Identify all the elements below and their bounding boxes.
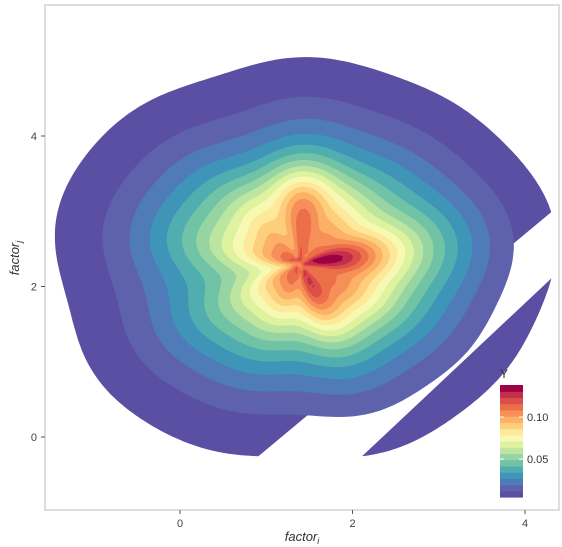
x-tick-label: 4 [522,518,528,530]
legend-color-step [500,490,523,498]
legend-color-step [500,447,523,455]
legend-color-step [500,409,523,417]
y-axis: 0 2 4 [31,131,45,444]
legend-title: Y [500,367,508,381]
x-axis-title: factori [285,529,321,546]
y-tick-label: 4 [31,131,37,143]
legend-color-step [500,403,523,411]
density-contours [54,57,552,457]
legend-color-step [500,478,523,486]
legend-color-step [500,397,523,405]
legend-color-step [500,484,523,492]
legend-ticks: 0.05 0.10 [500,412,548,466]
legend-color-step [500,385,523,392]
x-tick-label: 0 [177,518,183,530]
legend-color-step [500,465,523,473]
legend-color-step [500,391,523,399]
legend-color-step [500,428,523,436]
y-tick-label: 2 [31,282,37,294]
legend: Y 0.05 0.10 [500,367,548,498]
y-tick-label: 0 [31,432,37,444]
legend-colorbar [500,385,523,498]
legend-tick-label: 0.05 [527,454,548,466]
x-tick-label: 2 [349,518,355,530]
legend-color-step [500,434,523,442]
legend-tick-label: 0.10 [527,412,548,424]
density-level-18 [312,254,343,264]
legend-color-step [500,416,523,423]
y-axis-title: factorj [7,240,24,276]
legend-color-step [500,472,523,479]
x-axis: 0 2 4 [177,510,528,530]
legend-color-step [500,441,523,448]
legend-color-step [500,453,523,461]
legend-color-step [500,422,523,430]
legend-color-step [500,459,523,467]
